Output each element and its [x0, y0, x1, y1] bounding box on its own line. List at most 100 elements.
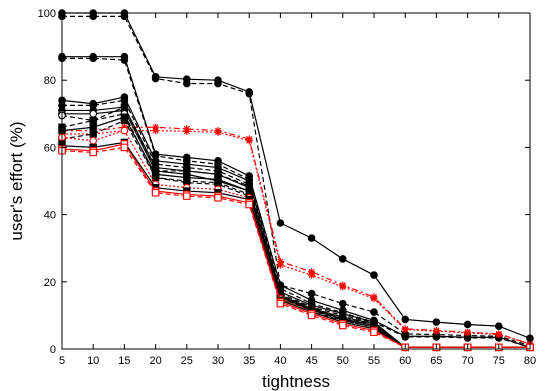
- y-tick-label: 20: [44, 277, 56, 289]
- data-point: [307, 311, 316, 320]
- data-point: [276, 219, 285, 227]
- data-point: [370, 295, 378, 303]
- data-point: [214, 194, 222, 202]
- data-point: [401, 326, 409, 334]
- data-point: [339, 283, 347, 291]
- series-line: [61, 129, 530, 348]
- x-tick-label: 35: [243, 355, 255, 367]
- series-line: [62, 130, 531, 345]
- x-tick-label: 65: [430, 355, 442, 367]
- data-point: [432, 327, 440, 335]
- x-tick-label: 80: [524, 355, 536, 367]
- data-point: [495, 322, 503, 330]
- data-point: [214, 128, 222, 136]
- plot-frame: [61, 12, 531, 350]
- data-point: [120, 103, 129, 111]
- data-point: [339, 299, 347, 308]
- data-point: [120, 56, 129, 64]
- series-9: [58, 103, 534, 352]
- data-point: [151, 74, 160, 83]
- series-1: [58, 9, 534, 343]
- data-point: [89, 130, 97, 138]
- series-5: [58, 123, 534, 348]
- series-6: [58, 127, 534, 348]
- data-point: [308, 271, 316, 279]
- data-point: [214, 178, 222, 187]
- series-line: [61, 119, 530, 348]
- data-point: [245, 200, 253, 209]
- y-tick-label: 40: [44, 210, 56, 222]
- x-tick-label: 30: [212, 355, 224, 367]
- data-point: [463, 320, 472, 329]
- series-line: [62, 12, 531, 339]
- data-point: [89, 148, 97, 157]
- data-point: [276, 261, 284, 269]
- y-axis-label: user's effort (%): [7, 121, 26, 240]
- series-line: [62, 106, 530, 348]
- data-point: [120, 96, 129, 105]
- series-line: [62, 99, 530, 348]
- series-line: [61, 116, 530, 348]
- series-7: [58, 93, 534, 352]
- data-point: [276, 299, 285, 308]
- series-layer: [58, 9, 534, 352]
- y-tick-label: 80: [44, 75, 56, 87]
- series-12: [58, 103, 534, 352]
- tick-layer: 5 10 15 20 25 30 35 40 45 50 55 60 65 70 75 80 0 20 40 60 80…: [38, 8, 536, 367]
- y-tick-label: 60: [44, 142, 56, 154]
- data-point: [120, 126, 129, 135]
- x-tick-label: 50: [337, 355, 349, 367]
- x-tick-label: 20: [149, 355, 161, 367]
- series-line: [61, 141, 530, 348]
- x-tick-label: 55: [368, 355, 380, 367]
- x-tick-label: 45: [305, 355, 317, 367]
- series-line: [61, 106, 530, 348]
- data-point: [495, 331, 503, 339]
- data-point: [89, 116, 97, 125]
- data-point: [339, 255, 347, 263]
- data-point: [89, 54, 97, 63]
- data-point: [89, 123, 97, 131]
- x-tick-label: 60: [399, 355, 411, 367]
- x-tick-label: 25: [181, 355, 193, 367]
- data-point: [245, 137, 253, 145]
- data-point: [214, 79, 222, 88]
- series-line: [62, 15, 531, 347]
- data-point: [120, 116, 129, 125]
- y-tick-label: 100: [38, 8, 56, 20]
- y-tick-label: 0: [50, 344, 56, 356]
- data-point: [307, 289, 316, 298]
- data-point: [401, 333, 410, 341]
- data-point: [370, 308, 378, 316]
- data-point: [183, 79, 191, 88]
- series-line: [62, 126, 531, 345]
- series-16: [58, 138, 534, 352]
- series-18: [58, 143, 534, 352]
- data-point: [183, 127, 191, 135]
- data-point: [245, 89, 253, 98]
- data-point: [183, 192, 191, 200]
- series-8: [58, 96, 534, 352]
- data-point: [183, 167, 191, 175]
- x-tick-label: 5: [59, 355, 65, 367]
- series-10: [58, 106, 534, 352]
- x-tick-label: 10: [87, 355, 99, 367]
- series-line: [62, 109, 530, 348]
- x-axis-label: tightness: [262, 372, 330, 391]
- data-point: [152, 127, 160, 135]
- series-line: [61, 146, 530, 348]
- series-line: [61, 143, 530, 348]
- data-point: [464, 329, 472, 337]
- x-tick-label: 70: [461, 355, 473, 367]
- x-tick-label: 40: [274, 355, 286, 367]
- data-point: [432, 318, 441, 326]
- data-point: [370, 271, 378, 279]
- data-point: [370, 328, 378, 336]
- data-point: [183, 177, 191, 185]
- x-tick-label: 15: [118, 355, 130, 367]
- data-point: [89, 109, 98, 118]
- data-point: [339, 321, 347, 330]
- data-point: [89, 136, 98, 145]
- series-line: [62, 56, 531, 348]
